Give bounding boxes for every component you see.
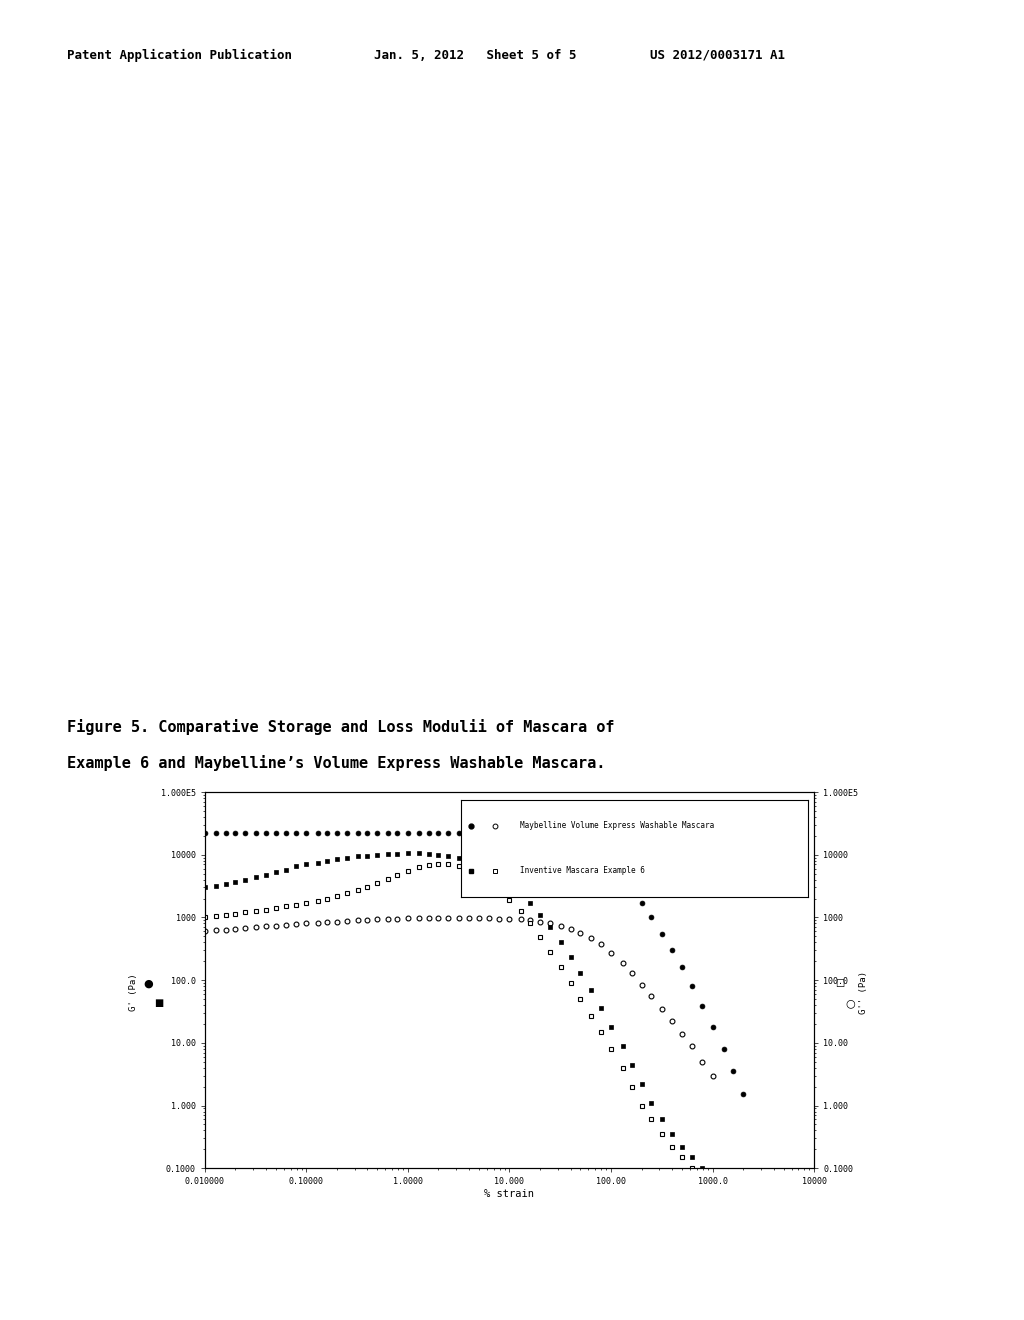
Text: Figure 5. Comparative Storage and Loss Modulii of Mascara of: Figure 5. Comparative Storage and Loss M… (67, 719, 614, 735)
Text: US 2012/0003171 A1: US 2012/0003171 A1 (650, 49, 785, 62)
Text: G' (Pa): G' (Pa) (129, 974, 137, 1011)
Text: ●: ● (143, 978, 154, 989)
Text: G'' (Pa): G'' (Pa) (859, 972, 867, 1014)
Text: □: □ (835, 978, 845, 989)
Text: Patent Application Publication: Patent Application Publication (67, 49, 292, 62)
X-axis label: % strain: % strain (484, 1189, 535, 1199)
Text: ■: ■ (154, 998, 164, 1008)
Text: ○: ○ (845, 998, 855, 1008)
Text: Example 6 and Maybelline’s Volume Express Washable Mascara.: Example 6 and Maybelline’s Volume Expres… (67, 755, 605, 771)
Text: Jan. 5, 2012   Sheet 5 of 5: Jan. 5, 2012 Sheet 5 of 5 (374, 49, 577, 62)
